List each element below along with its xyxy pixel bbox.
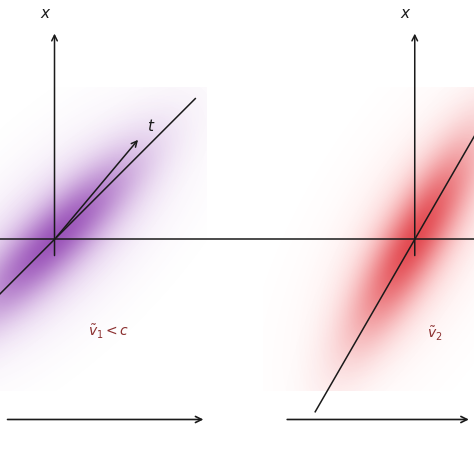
Text: $x$: $x$ [40,7,52,21]
Text: $\tilde{v}_1 < c$: $\tilde{v}_1 < c$ [88,323,129,341]
Text: $t$: $t$ [147,118,156,134]
Text: $x$: $x$ [401,7,412,21]
Text: $\tilde{v}_2$: $\tilde{v}_2$ [427,325,442,343]
